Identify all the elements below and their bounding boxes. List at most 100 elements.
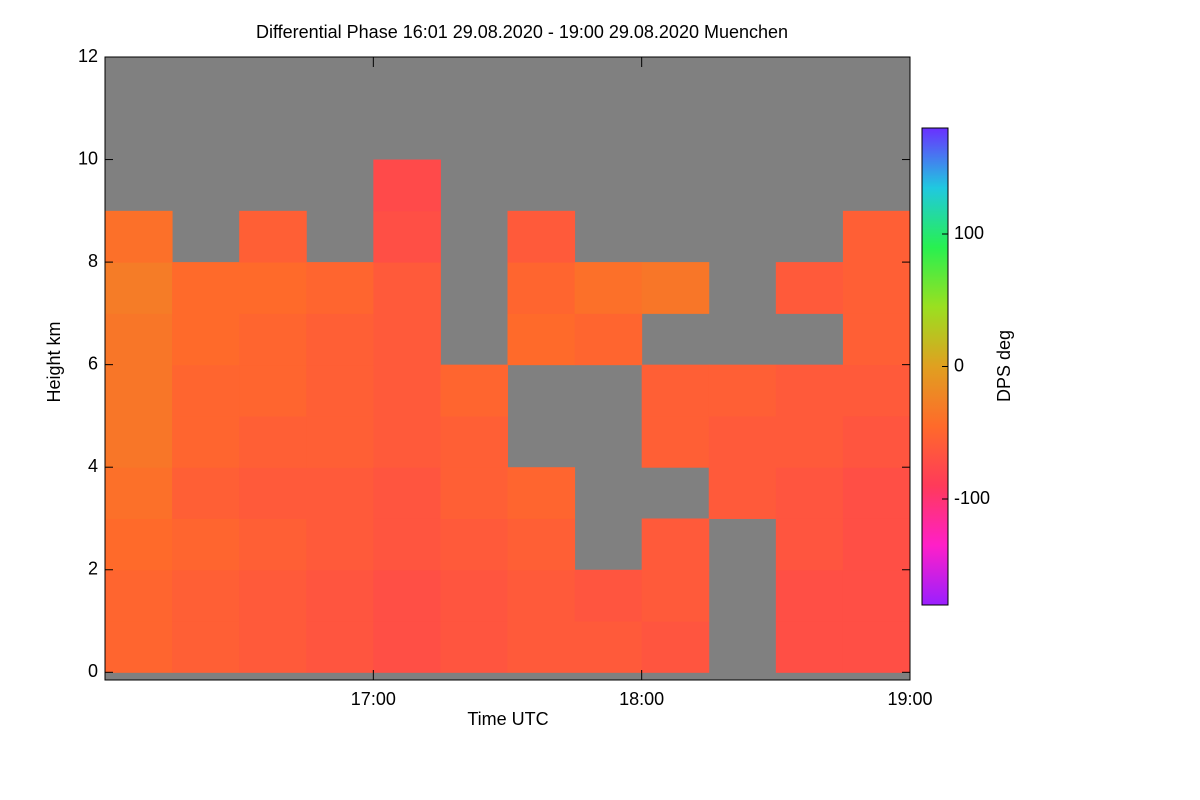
heatmap-cell	[306, 569, 374, 622]
heatmap-cell	[373, 467, 441, 519]
heatmap-cell	[440, 621, 508, 673]
heatmap-cell	[239, 569, 307, 622]
x-tick-label: 18:00	[619, 689, 664, 709]
colorbar-tick-label: -100	[954, 488, 990, 508]
heatmap-cell	[373, 518, 441, 571]
heatmap-cell	[306, 415, 374, 468]
heatmap-cell	[172, 569, 240, 622]
heatmap-cell	[440, 364, 508, 417]
heatmap-cell	[239, 621, 307, 673]
heatmap-cell	[373, 621, 441, 673]
heatmap-cell	[105, 467, 173, 519]
heatmap-cell	[239, 518, 307, 571]
colorbar-tick-label: 0	[954, 355, 964, 375]
heatmap-cell	[507, 467, 576, 519]
heatmap-cell	[239, 415, 307, 468]
heatmap-cell	[708, 467, 777, 519]
heatmap-cell	[574, 313, 643, 366]
heatmap-cell	[239, 467, 307, 519]
x-tick-label: 19:00	[887, 689, 932, 709]
heatmap-cell	[239, 210, 307, 263]
heatmap-cell	[641, 262, 710, 314]
heatmap-cell	[440, 415, 508, 468]
heatmap-cell	[641, 364, 710, 417]
y-tick-label: 4	[88, 456, 98, 476]
heatmap-cell	[574, 262, 643, 314]
y-tick-label: 6	[88, 353, 98, 373]
heatmap-cell	[373, 569, 441, 622]
chart-title: Differential Phase 16:01 29.08.2020 - 19…	[256, 22, 788, 42]
heatmap-cell	[842, 621, 911, 673]
heatmap-cell	[172, 467, 240, 519]
heatmap-cell	[239, 364, 307, 417]
heatmap-cell	[641, 569, 710, 622]
colorbar-label: DPS deg	[994, 330, 1014, 402]
heatmap-cell	[842, 518, 911, 571]
heatmap-cell	[842, 467, 911, 519]
heatmap-cell	[373, 364, 441, 417]
heatmap-cell	[373, 210, 441, 263]
heatmap-cell	[172, 415, 240, 468]
heatmap-cell	[306, 518, 374, 571]
heatmap-cell	[172, 262, 240, 314]
heatmap-cell	[105, 415, 173, 468]
plot-frame	[104, 56, 911, 681]
heatmap-cell	[440, 518, 508, 571]
x-axis-label: Time UTC	[467, 709, 548, 729]
heatmap-cell	[373, 313, 441, 366]
heatmap-cell	[775, 364, 844, 417]
heatmap-cell	[641, 518, 710, 571]
heatmap-cell	[440, 569, 508, 622]
heatmap-cell	[172, 621, 240, 673]
x-tick-label: 17:00	[351, 689, 396, 709]
heatmap-cell	[507, 518, 576, 571]
heatmap-cell	[507, 210, 576, 263]
heatmap-cell	[775, 262, 844, 314]
heatmap-cell	[507, 313, 576, 366]
y-tick-label: 8	[88, 251, 98, 271]
heatmap-cell	[641, 621, 710, 673]
heatmap-cell	[775, 621, 844, 673]
heatmap-cell	[708, 415, 777, 468]
heatmap-cell	[306, 313, 374, 366]
heatmap-cell	[105, 210, 173, 263]
heatmap-cell	[842, 364, 911, 417]
heatmap-cell	[842, 313, 911, 366]
heatmap-cell	[306, 621, 374, 673]
heatmap-cell	[641, 415, 710, 468]
heatmap-cell	[239, 313, 307, 366]
y-tick-label: 0	[88, 661, 98, 681]
heatmap-cell	[373, 262, 441, 314]
heatmap-cell	[775, 467, 844, 519]
heatmap-cell	[574, 569, 643, 622]
heatmap-cell	[373, 415, 441, 468]
heatmap-cell	[507, 569, 576, 622]
y-tick-label: 12	[78, 46, 98, 66]
heatmap-cell	[306, 364, 374, 417]
heatmap-cell	[842, 415, 911, 468]
heatmap-cell	[507, 262, 576, 314]
heatmap-cell	[373, 159, 441, 212]
colorbar-tick-label: 100	[954, 223, 984, 243]
heatmap-cell	[708, 364, 777, 417]
heatmap-cell	[842, 210, 911, 263]
heatmap-cell	[172, 313, 240, 366]
heatmap-cell	[239, 262, 307, 314]
heatmap-cell	[306, 262, 374, 314]
heatmap-cell	[842, 262, 911, 314]
heatmap-cell	[507, 621, 576, 673]
heatmap-cell	[775, 415, 844, 468]
heatmap-cell	[172, 364, 240, 417]
y-tick-label: 10	[78, 148, 98, 168]
heatmap-cell	[574, 621, 643, 673]
heatmap-cell	[105, 364, 173, 417]
heatmap-cell	[105, 621, 173, 673]
heatmap-cell	[306, 467, 374, 519]
y-axis-label: Height km	[44, 321, 64, 402]
heatmap-cell	[440, 467, 508, 519]
heatmap-cell	[172, 518, 240, 571]
heatmap-cell	[105, 518, 173, 571]
heatmap-cell	[842, 569, 911, 622]
